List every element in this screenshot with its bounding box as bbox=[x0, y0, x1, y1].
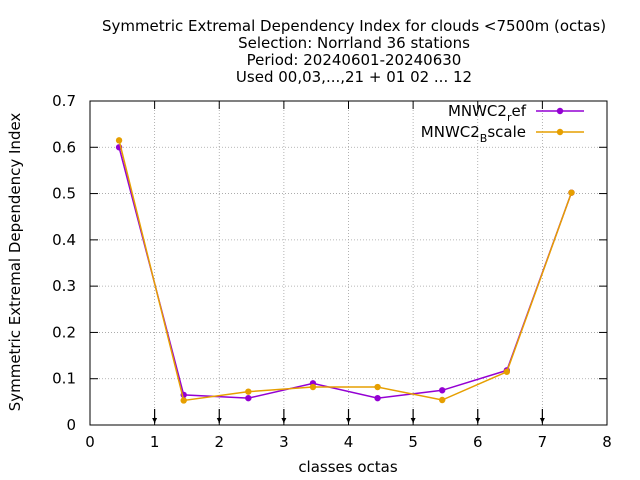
y-tick-label: 0.7 bbox=[52, 92, 76, 110]
y-tick-label: 0.4 bbox=[52, 231, 76, 249]
x-tick-label: 5 bbox=[408, 433, 418, 451]
series-2-point bbox=[180, 397, 187, 404]
series-2-point bbox=[245, 388, 252, 395]
series-2-point bbox=[439, 396, 446, 404]
title-line-4: Used 00,03,...,21 + 01 02 ... 12 bbox=[236, 68, 472, 86]
y-tick-label: 0.1 bbox=[52, 370, 76, 388]
title-line-1: Symmetric Extremal Dependency Index for … bbox=[102, 17, 606, 35]
legend-marker-2 bbox=[556, 128, 564, 136]
legend-label-2: MNWC2Bscale bbox=[421, 123, 526, 145]
series-2-point bbox=[568, 189, 575, 196]
title-line-3: Period: 20240601-20240630 bbox=[247, 51, 462, 69]
legend-label-1: MNWC2ref bbox=[448, 102, 527, 124]
y-tick-label: 0 bbox=[66, 416, 76, 434]
series-1-point bbox=[439, 387, 446, 394]
x-tick-label: 8 bbox=[602, 433, 612, 451]
x-tick-label: 0 bbox=[85, 433, 95, 451]
series-1-point bbox=[245, 394, 252, 402]
y-tick-label: 0.5 bbox=[52, 185, 76, 203]
chart-title: Symmetric Extremal Dependency Index for … bbox=[102, 17, 606, 86]
x-axis-label: classes octas bbox=[298, 458, 398, 476]
y-tick-label: 0.3 bbox=[52, 277, 76, 295]
x-tick-label: 3 bbox=[279, 433, 289, 451]
legend-marker-1 bbox=[556, 107, 564, 115]
series-2-point bbox=[374, 383, 381, 391]
series bbox=[115, 137, 575, 404]
x-tick-label: 6 bbox=[473, 433, 483, 451]
series-line-2 bbox=[118, 140, 573, 402]
y-tick-label: 0.2 bbox=[52, 323, 76, 341]
y-axis-label: Symmetric Extremal Dependency Index bbox=[6, 113, 24, 412]
series-1-point bbox=[374, 394, 381, 402]
x-tick-label: 4 bbox=[344, 433, 354, 451]
y-tick-label: 0.6 bbox=[52, 138, 76, 156]
title-line-2: Selection: Norrland 36 stations bbox=[238, 34, 470, 52]
x-tick-label: 2 bbox=[214, 433, 224, 451]
axes: 0 0.1 0.2 0.3 0.4 0.5 0.6 0.7 0 1 2 3 4 5 6 7 8 bbox=[52, 92, 612, 451]
grid bbox=[89, 100, 608, 426]
x-tick-label: 1 bbox=[150, 433, 160, 451]
series-line-1 bbox=[118, 147, 573, 399]
series-2-point bbox=[115, 137, 123, 144]
x-tick-label: 7 bbox=[538, 433, 548, 451]
series-2-point bbox=[309, 383, 317, 391]
series-2-point bbox=[503, 368, 511, 375]
